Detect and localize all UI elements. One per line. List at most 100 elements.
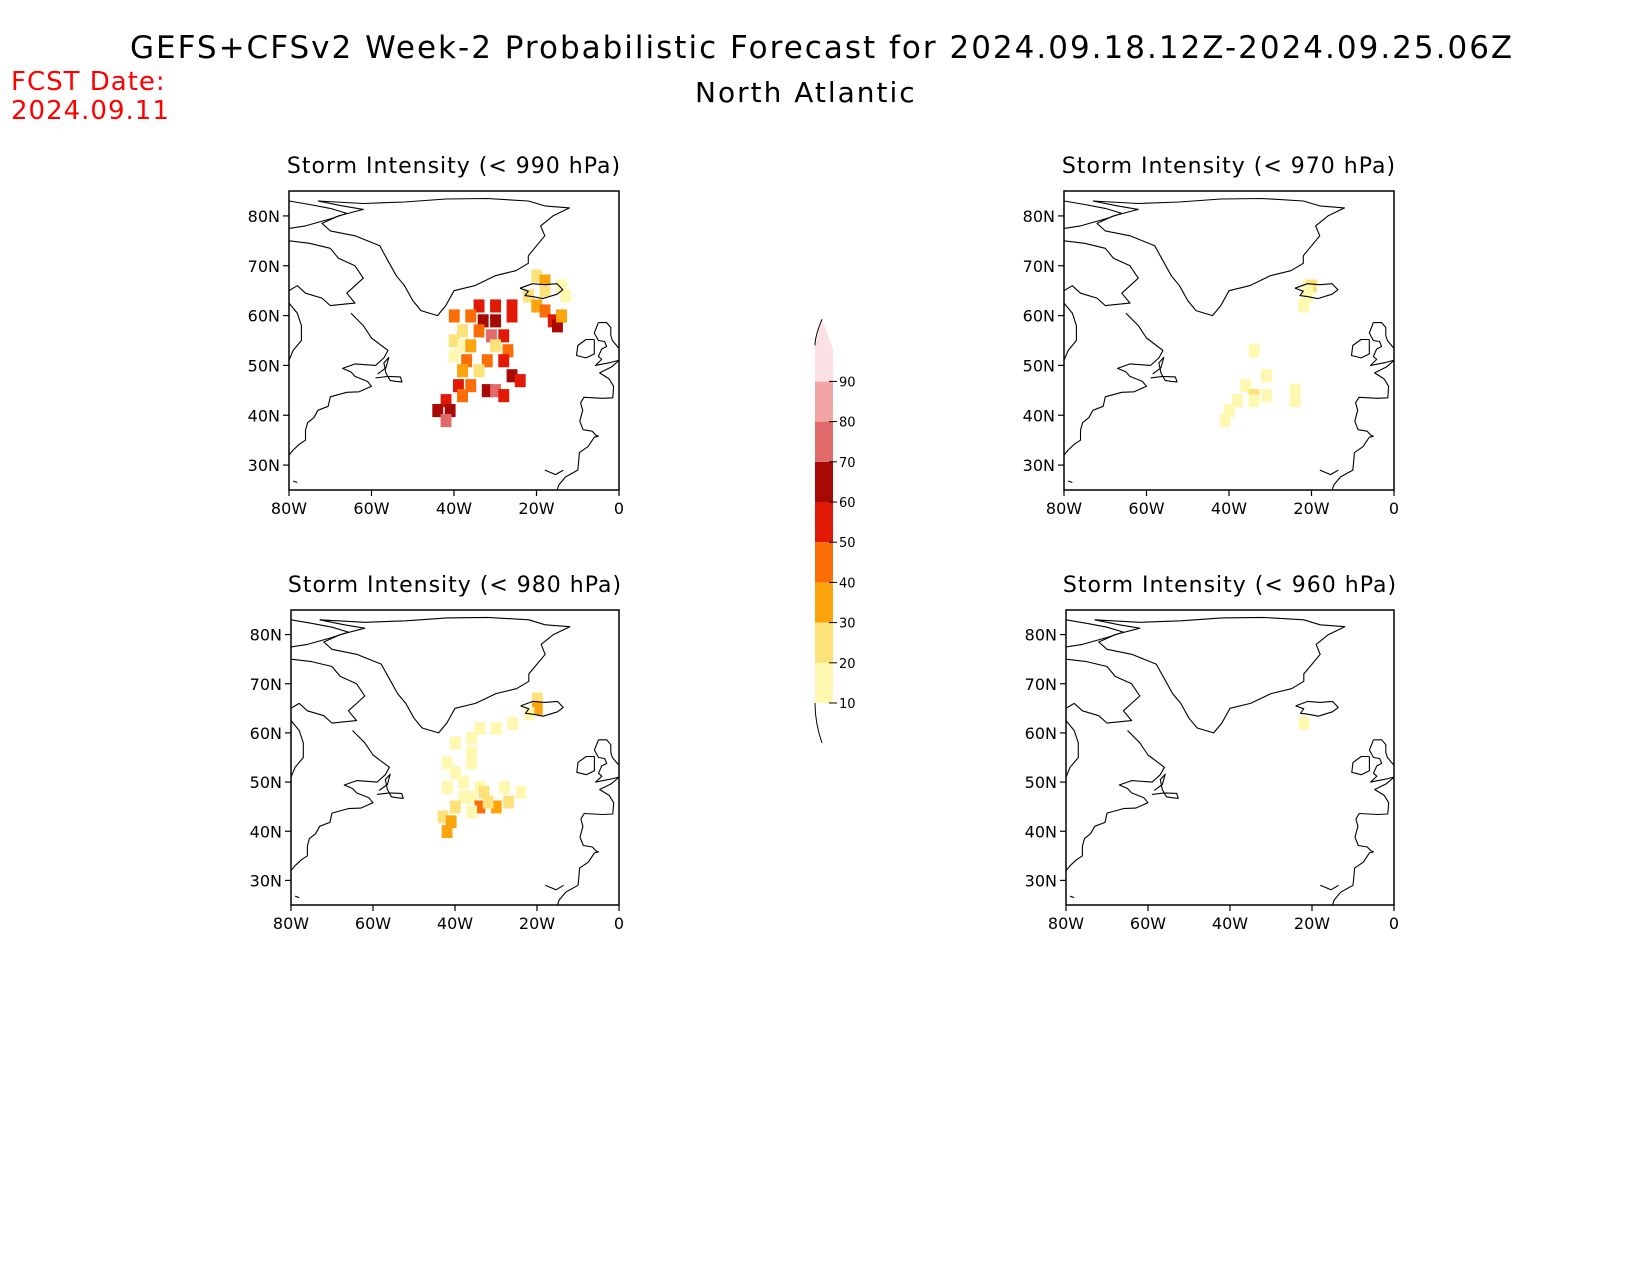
- forecast-date-value: 2024.09.11: [11, 96, 170, 126]
- probability-cell: [465, 379, 477, 393]
- lon-tick-label: 40W: [1212, 914, 1248, 933]
- lon-tick-label: 40W: [437, 914, 473, 933]
- lon-tick-label: 40W: [436, 499, 472, 518]
- probability-cell: [556, 279, 567, 293]
- lat-tick-label: 30N: [248, 456, 280, 475]
- lat-tick-label: 50N: [1025, 773, 1057, 792]
- probability-cell: [461, 354, 473, 368]
- lon-tick-label: 60W: [1130, 914, 1166, 933]
- map-panel-p970: Storm Intensity (< 970 hPa) 80W 60W 40W 20W 0…: [1023, 154, 1399, 518]
- probability-cell: [473, 299, 485, 313]
- lon-tick-label: 80W: [1048, 914, 1084, 933]
- probability-cell: [482, 795, 494, 809]
- probability-cell: [539, 284, 551, 298]
- probability-cell: [457, 389, 468, 403]
- colorbar-swatch: [815, 421, 833, 462]
- probability-cell: [458, 775, 469, 789]
- lon-tick-label: 0: [1389, 499, 1399, 518]
- probability-cell: [1248, 344, 1260, 358]
- probability-field: [437, 692, 543, 838]
- probability-cell: [457, 364, 468, 378]
- probability-cell: [441, 780, 453, 794]
- lon-tick-label: 20W: [1293, 499, 1329, 518]
- colorbar-label: 80: [839, 416, 856, 431]
- lat-tick-label: 80N: [1025, 626, 1057, 645]
- probability-cell: [514, 374, 526, 388]
- colorbar-swatch: [815, 502, 833, 543]
- probability-cell: [473, 324, 485, 338]
- lon-tick-label: 20W: [1294, 914, 1330, 933]
- probability-cell: [474, 800, 486, 814]
- coastline: [375, 356, 403, 383]
- probability-cell: [560, 289, 572, 303]
- coastline: [556, 776, 619, 905]
- probability-cell: [539, 274, 551, 288]
- lon-tick-label: 60W: [355, 914, 391, 933]
- coastline: [1295, 700, 1339, 717]
- lat-tick-label: 50N: [250, 773, 282, 792]
- probability-cell: [1219, 414, 1231, 428]
- colorbar-bottom-cap: [814, 702, 823, 744]
- probability-cell: [515, 785, 527, 799]
- colorbar-label: 50: [839, 536, 856, 551]
- colorbar-top-cap: [814, 319, 823, 346]
- coastline: [519, 283, 564, 300]
- probability-cell: [490, 721, 502, 735]
- coastline: [1092, 197, 1346, 317]
- lon-tick-label: 20W: [519, 914, 555, 933]
- map-panel-p990: Storm Intensity (< 990 hPa) 80W 60W 40W 20W 0…: [248, 154, 624, 518]
- lon-tick-label: 0: [614, 914, 624, 933]
- coastline: [1066, 720, 1079, 778]
- coastline: [289, 312, 389, 456]
- probability-cell: [453, 379, 464, 393]
- coastlines: [1064, 197, 1394, 490]
- lat-tick-label: 80N: [250, 626, 282, 645]
- probability-cell: [448, 309, 460, 323]
- probability-cell: [449, 736, 461, 750]
- probability-cell: [498, 389, 510, 403]
- coastline: [1066, 619, 1124, 648]
- coastline: [291, 720, 304, 778]
- coastlines: [291, 616, 619, 905]
- colorbar-label: 10: [839, 697, 856, 712]
- coastline: [556, 359, 619, 490]
- panel-title: Storm Intensity (< 960 hPa): [1063, 573, 1397, 598]
- probability-cell: [466, 790, 478, 804]
- probability-cell: [481, 384, 493, 398]
- coastline: [291, 658, 366, 724]
- colorbar-label: 30: [839, 617, 856, 632]
- colorbar-swatch: [815, 622, 833, 663]
- lon-tick-label: 80W: [1046, 499, 1082, 518]
- lat-tick-label: 50N: [248, 356, 280, 375]
- lon-tick-label: 0: [614, 499, 624, 518]
- lon-tick-label: 60W: [353, 499, 389, 518]
- coastline: [1331, 776, 1394, 905]
- probability-cell: [486, 329, 497, 343]
- lat-tick-label: 70N: [250, 675, 282, 694]
- probability-cell: [503, 795, 514, 809]
- lon-tick-label: 40W: [1211, 499, 1247, 518]
- coastline: [593, 739, 619, 783]
- probability-cell: [465, 339, 477, 353]
- probability-cell: [457, 339, 468, 353]
- coastline: [1094, 616, 1346, 734]
- probability-cell: [441, 825, 453, 838]
- probability-cell: [490, 384, 501, 398]
- probability-cell: [490, 339, 501, 353]
- probability-cell: [507, 716, 519, 730]
- coastline: [289, 240, 364, 307]
- probability-cell: [440, 414, 452, 428]
- probability-cell: [458, 790, 469, 804]
- probability-cell: [1298, 716, 1310, 730]
- lat-tick-label: 60N: [250, 724, 282, 743]
- probability-cell: [490, 800, 502, 814]
- coastline: [317, 197, 571, 317]
- colorbar-swatch: [815, 542, 833, 583]
- probability-cell: [506, 369, 518, 383]
- lat-tick-label: 70N: [248, 257, 280, 276]
- map-panel-p980: Storm Intensity (< 980 hPa) 80W 60W 40W 20W 0…: [250, 573, 624, 933]
- forecast-date-label: FCST Date:: [11, 67, 166, 97]
- forecast-date: FCST Date: 2024.09.11: [11, 68, 170, 126]
- probability-cell: [457, 324, 468, 338]
